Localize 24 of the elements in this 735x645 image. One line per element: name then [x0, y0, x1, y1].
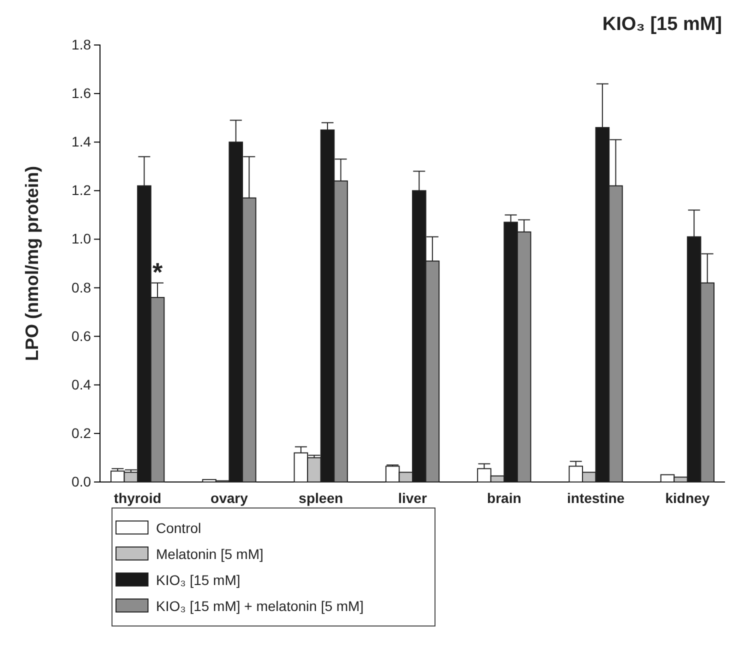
- annotation: *: [152, 257, 164, 288]
- y-tick-label: 0.4: [72, 376, 92, 392]
- x-tick-label: liver: [398, 490, 428, 506]
- y-tick-label: 1.6: [72, 85, 92, 102]
- chart-title: KIO₃ [15 mM]: [602, 14, 722, 35]
- y-tick-label: 0.0: [72, 473, 92, 490]
- y-axis-title: LPO (nmol/mg protein): [22, 166, 42, 361]
- y-tick-label: 1.0: [72, 230, 92, 247]
- legend-label: Control: [156, 520, 202, 536]
- legend-label: KIO₃ [15 mM] + melatonin [5 mM]: [156, 598, 364, 614]
- y-tick-label: 1.8: [72, 36, 92, 52]
- x-tick-label: kidney: [665, 490, 710, 506]
- y-tick-label: 0.8: [72, 279, 92, 296]
- y-tick-label: 0.6: [72, 328, 92, 344]
- x-tick-label: brain: [487, 490, 522, 506]
- legend-label: Melatonin [5 mM]: [156, 546, 264, 562]
- y-tick-label: 1.4: [72, 134, 92, 150]
- y-tick-label: 1.2: [72, 182, 92, 198]
- x-tick-label: ovary: [210, 490, 248, 506]
- y-tick-label: 0.2: [72, 424, 92, 441]
- x-tick-label: intestine: [566, 490, 625, 506]
- x-tick-label: thyroid: [114, 490, 162, 506]
- x-tick-label: spleen: [298, 490, 344, 506]
- legend-label: KIO₃ [15 mM]: [156, 572, 240, 588]
